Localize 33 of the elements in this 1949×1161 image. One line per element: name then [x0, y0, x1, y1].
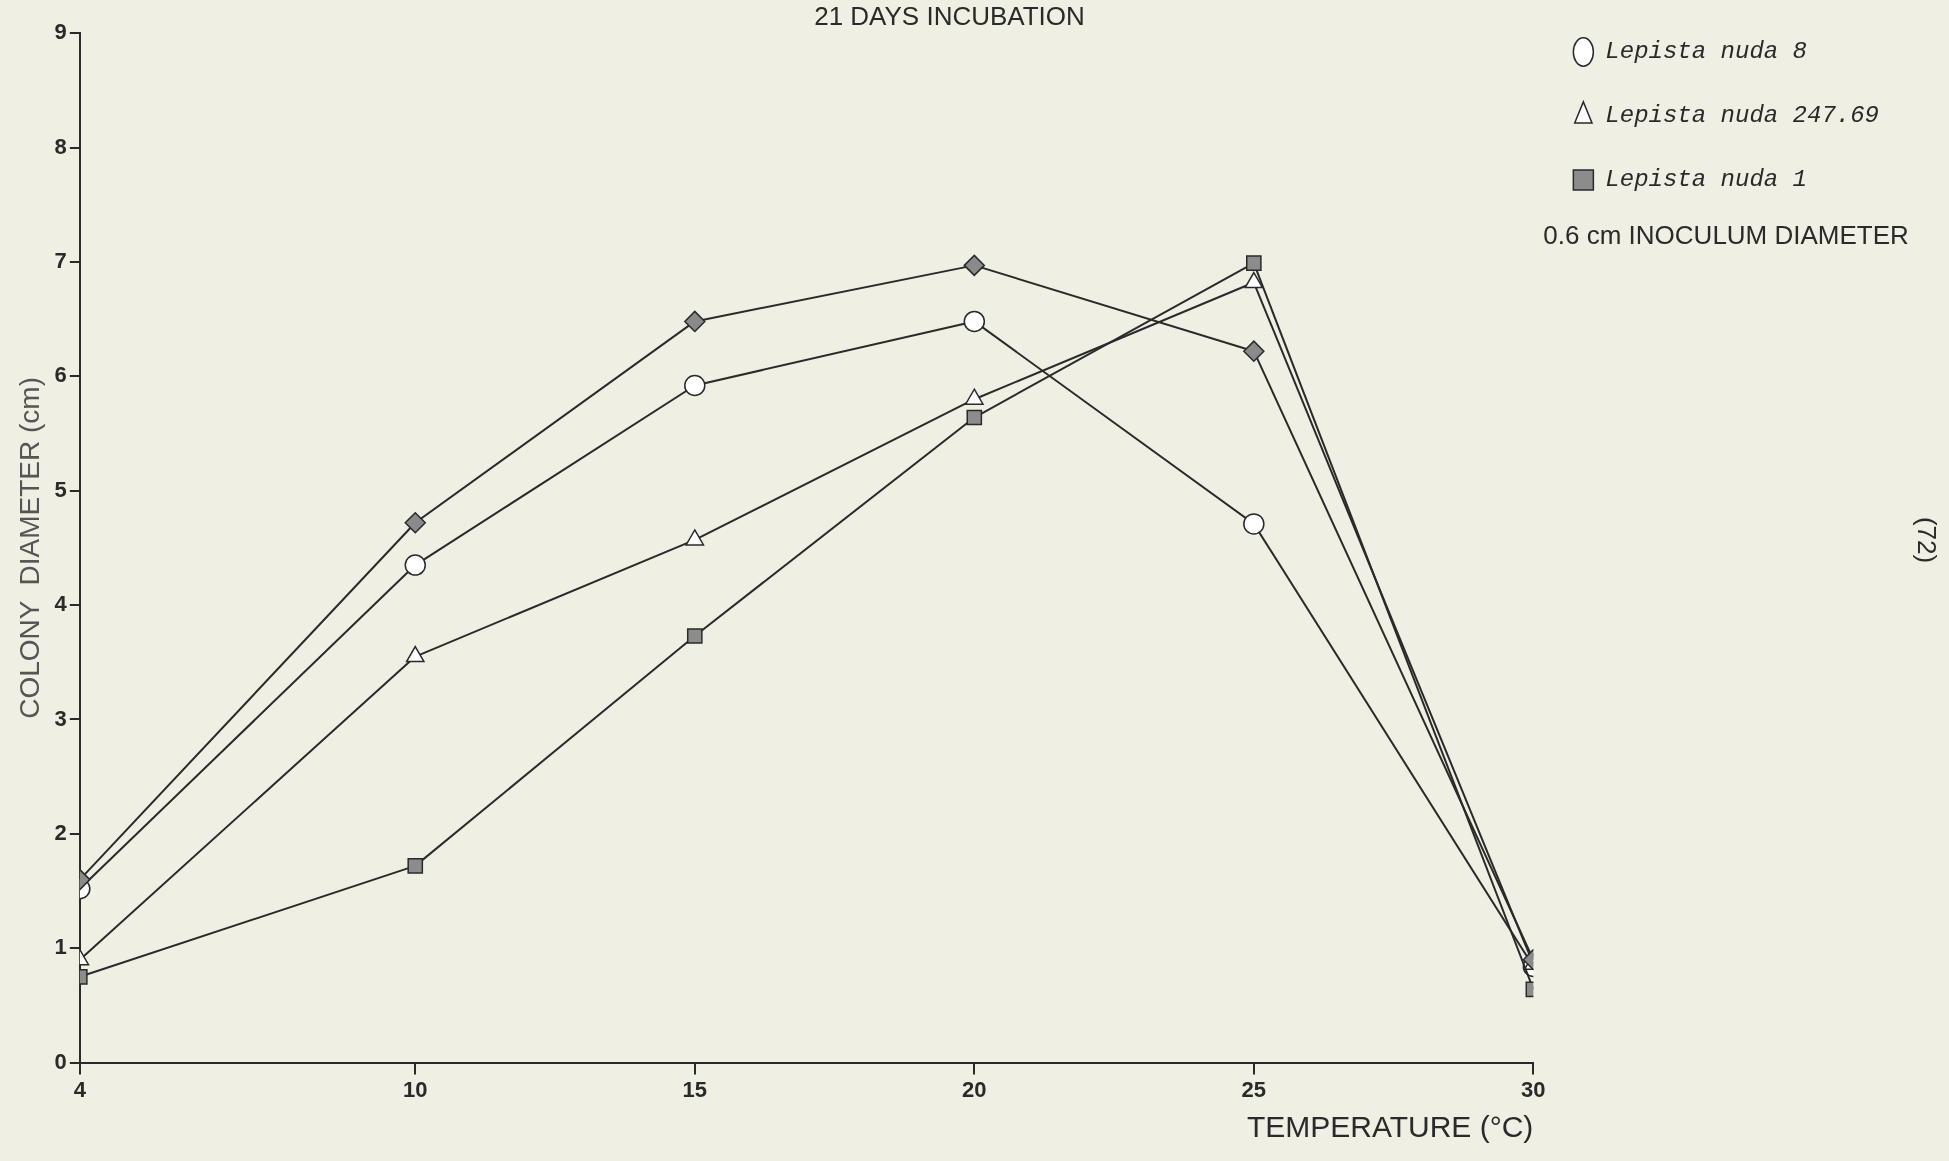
y-tick-label: 9: [54, 19, 67, 45]
point: [684, 374, 706, 397]
point: [963, 310, 986, 333]
point: [684, 310, 706, 333]
x-tick-label: 30: [1521, 1076, 1546, 1102]
x-tick-label: 10: [403, 1076, 428, 1102]
x-tick-label: 20: [962, 1076, 987, 1102]
point: [404, 554, 427, 576]
x-axis-title: TEMPERATURE (°C): [1246, 1110, 1534, 1144]
y-tick-label: 6: [54, 362, 67, 388]
chart-title: 21 DAYS INCUBATION: [814, 0, 1085, 31]
y-axis-title: COLONY DIAMETER (cm): [13, 377, 45, 719]
point: [686, 628, 703, 644]
point: [404, 511, 427, 534]
y-tick-label: 7: [54, 248, 67, 274]
text: 0.6 cm INOCULUM DIAMETER: [1543, 220, 1909, 251]
y-tick-label: 3: [54, 705, 67, 731]
legend-label: Lepista nuda 247.69: [1605, 102, 1880, 130]
point: [963, 254, 986, 277]
point: [407, 858, 424, 874]
y-tick-label: 8: [54, 133, 67, 159]
point: [966, 409, 983, 426]
y-tick-label: 0: [54, 1048, 67, 1074]
y-tick-label: 4: [54, 591, 68, 617]
y-tick-label: 1: [54, 934, 67, 960]
x-tick-label: 15: [682, 1076, 708, 1102]
legend-label: Lepista nuda 1: [1605, 166, 1807, 194]
text: (72): [1911, 516, 1942, 564]
y-tick-label: 5: [54, 476, 67, 502]
x-tick-label: 25: [1241, 1076, 1267, 1102]
legend-label: Lepista nuda 8: [1605, 38, 1807, 66]
x-tick-label: 4: [73, 1076, 87, 1102]
y-tick-label: 2: [54, 819, 67, 845]
